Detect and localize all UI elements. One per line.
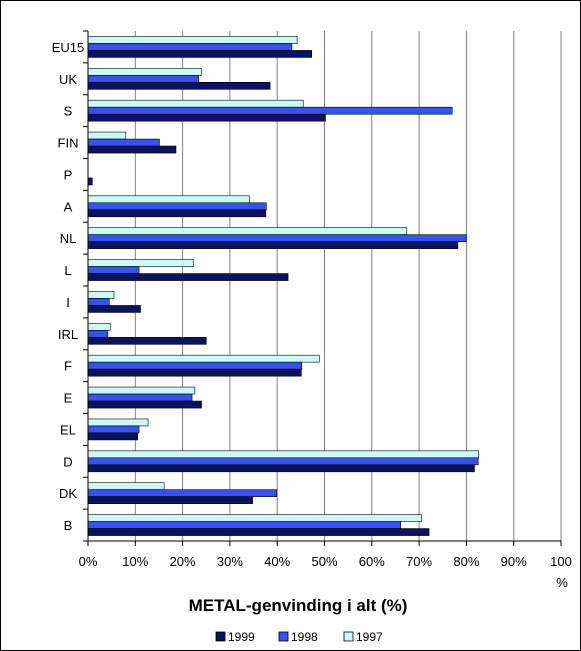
bar-e-1998 <box>87 393 193 402</box>
category-label: A <box>64 199 73 214</box>
category-label: NL <box>60 231 77 246</box>
bar-fin-1998 <box>87 138 160 147</box>
x-tick-label: 0% <box>79 554 98 569</box>
bar-l-1997 <box>87 259 194 267</box>
legend-swatch-1999 <box>215 631 226 642</box>
bar-b-1999 <box>87 528 430 536</box>
bar-f-1998 <box>87 361 303 370</box>
x-tick-labels: 0% 10% 20% 30% 40% 50% 60% 70% 80% 90% 100 <box>79 554 572 569</box>
bar-uk-1997 <box>87 68 202 76</box>
bar-fin-1997 <box>87 131 127 140</box>
category-label: UK <box>59 72 77 87</box>
bar-f-1997 <box>87 354 320 363</box>
category-labels: EU15 UK S FIN P A NL L I IRL F E EL D DK B <box>52 40 85 533</box>
bar-eu15-1999 <box>87 50 313 58</box>
bar-irl-1997 <box>87 323 111 331</box>
bar-d-1998 <box>87 457 479 466</box>
bar-i-1997 <box>87 291 115 299</box>
x-tick-label: 20% <box>170 554 196 569</box>
category-label: EU15 <box>52 40 85 55</box>
legend-label-1999: 1999 <box>228 630 255 644</box>
bar-el-1997 <box>87 418 149 427</box>
category-label: DK <box>59 486 77 501</box>
bar-d-1999 <box>87 464 475 473</box>
x-tick-label: 30% <box>217 554 243 569</box>
x-axis-unit: % <box>556 575 568 590</box>
bar-e-1999 <box>87 400 202 409</box>
bar-el-1998 <box>87 425 140 434</box>
x-tick-label: 60% <box>359 554 385 569</box>
x-tick-label: 100 <box>550 554 572 569</box>
category-label: F <box>64 359 72 374</box>
x-tick-label: 70% <box>406 554 432 569</box>
bar-eu15-1998 <box>87 43 293 51</box>
x-tick-label: 90% <box>501 554 527 569</box>
bar-a-1998 <box>87 202 267 211</box>
category-label: E <box>64 391 73 406</box>
legend: 1999 1998 1997 <box>215 630 383 644</box>
bar-uk-1998 <box>87 75 199 83</box>
bar-fin-1999 <box>87 145 177 154</box>
bar-b-1997 <box>87 514 422 522</box>
bar-irl-1999 <box>87 337 207 345</box>
category-label: S <box>64 104 73 119</box>
bar-dk-1999 <box>87 496 253 504</box>
bar-a-1997 <box>87 195 250 204</box>
bar-uk-1999 <box>87 82 271 90</box>
bar-f-1999 <box>87 368 302 377</box>
bar-d-1997 <box>87 450 479 459</box>
x-tick-label: 10% <box>122 554 148 569</box>
bar-dk-1998 <box>87 489 278 497</box>
bar-l-1999 <box>87 273 289 281</box>
legend-swatch-1997 <box>343 631 354 642</box>
axes <box>83 30 562 546</box>
bar-nl-1999 <box>87 241 459 249</box>
bar-dk-1997 <box>87 482 165 490</box>
bar-l-1998 <box>87 266 140 274</box>
x-tick-label: 50% <box>311 554 337 569</box>
bar-a-1999 <box>87 209 267 218</box>
bar-i-1998 <box>87 298 110 306</box>
category-label: I <box>66 295 70 310</box>
bar-b-1998 <box>87 521 401 529</box>
category-label: P <box>64 167 73 182</box>
bar-irl-1998 <box>87 330 109 338</box>
bar-p-1999 <box>87 177 93 186</box>
category-label: IRL <box>58 327 78 342</box>
bar-e-1997 <box>87 386 196 395</box>
bar-nl-1998 <box>87 234 467 242</box>
category-label: EL <box>60 422 76 437</box>
legend-swatch-1998 <box>278 631 289 642</box>
legend-label-1998: 1998 <box>291 630 318 644</box>
x-tick-label: 40% <box>264 554 290 569</box>
bar-nl-1997 <box>87 227 408 235</box>
category-label: D <box>63 454 72 469</box>
category-label: FIN <box>58 136 79 151</box>
bar-s-1998 <box>87 106 453 115</box>
bar-eu15-1997 <box>87 36 298 44</box>
x-tick-label: 80% <box>453 554 479 569</box>
bar-s-1999 <box>87 113 326 122</box>
bar-s-1997 <box>87 99 304 108</box>
bar-el-1999 <box>87 432 138 441</box>
bars <box>87 36 479 536</box>
category-label: L <box>64 263 71 278</box>
chart-title: METAL-genvinding i alt (%) <box>189 596 408 615</box>
category-label: B <box>64 518 73 533</box>
bar-i-1999 <box>87 305 141 313</box>
legend-label-1997: 1997 <box>356 630 383 644</box>
